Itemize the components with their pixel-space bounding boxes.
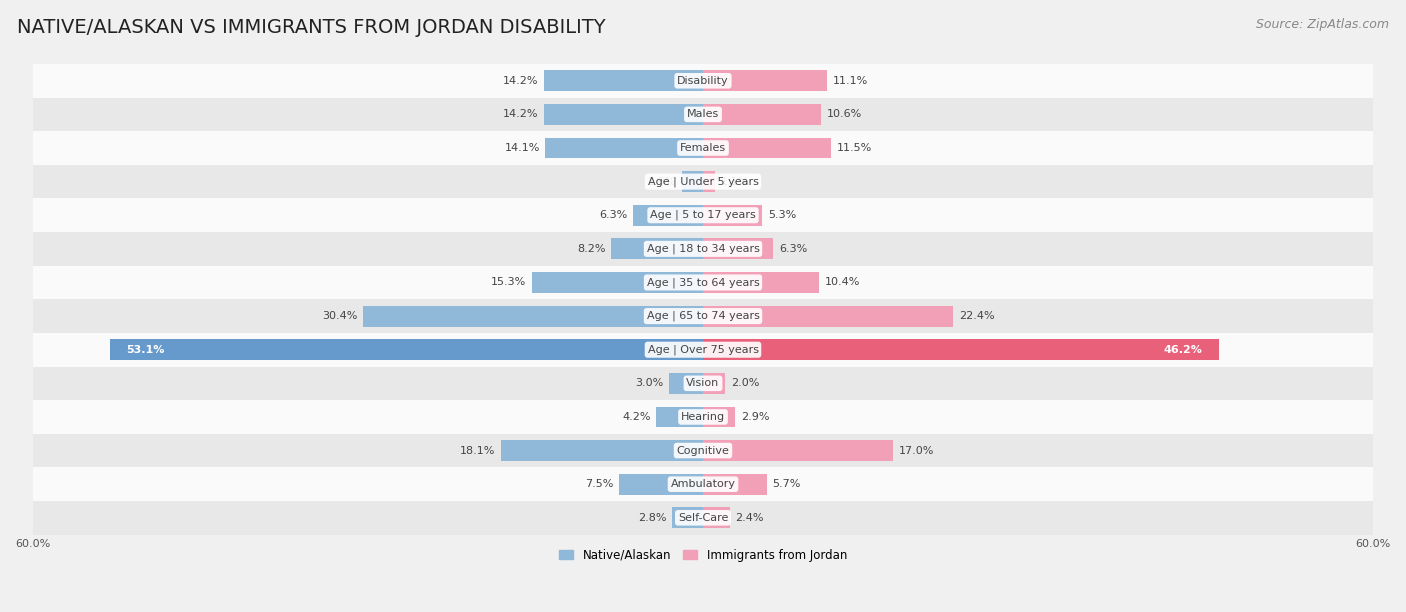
Text: 2.4%: 2.4%	[735, 513, 763, 523]
Bar	[32, 434, 1374, 468]
Text: Age | 65 to 74 years: Age | 65 to 74 years	[647, 311, 759, 321]
Bar	[682, 171, 703, 192]
Text: Age | Over 75 years: Age | Over 75 years	[648, 345, 758, 355]
Bar	[32, 299, 1374, 333]
Text: 14.2%: 14.2%	[503, 76, 538, 86]
Bar	[672, 507, 703, 528]
Bar	[32, 198, 1374, 232]
Text: 53.1%: 53.1%	[127, 345, 165, 355]
Text: 46.2%: 46.2%	[1164, 345, 1202, 355]
Bar	[32, 165, 1374, 198]
Text: Age | Under 5 years: Age | Under 5 years	[648, 176, 758, 187]
Text: 5.7%: 5.7%	[772, 479, 800, 489]
Bar	[703, 70, 827, 91]
Bar	[633, 205, 703, 226]
Bar	[32, 232, 1374, 266]
Text: Source: ZipAtlas.com: Source: ZipAtlas.com	[1256, 18, 1389, 31]
Bar	[544, 70, 703, 91]
Bar	[612, 239, 703, 259]
Bar	[363, 305, 703, 327]
Text: Ambulatory: Ambulatory	[671, 479, 735, 489]
Text: 6.3%: 6.3%	[599, 211, 627, 220]
Text: Cognitive: Cognitive	[676, 446, 730, 455]
Bar	[703, 305, 953, 327]
Bar	[657, 406, 703, 427]
Text: NATIVE/ALASKAN VS IMMIGRANTS FROM JORDAN DISABILITY: NATIVE/ALASKAN VS IMMIGRANTS FROM JORDAN…	[17, 18, 606, 37]
Legend: Native/Alaskan, Immigrants from Jordan: Native/Alaskan, Immigrants from Jordan	[554, 544, 852, 566]
Bar	[110, 339, 703, 360]
Bar	[501, 440, 703, 461]
Bar	[32, 131, 1374, 165]
Text: 11.5%: 11.5%	[837, 143, 872, 153]
Text: 2.9%: 2.9%	[741, 412, 769, 422]
Text: Females: Females	[681, 143, 725, 153]
Text: Age | 35 to 64 years: Age | 35 to 64 years	[647, 277, 759, 288]
Text: 10.4%: 10.4%	[825, 277, 860, 288]
Bar	[619, 474, 703, 494]
Bar	[546, 138, 703, 159]
Bar	[544, 104, 703, 125]
Bar	[703, 104, 821, 125]
Text: 1.1%: 1.1%	[721, 177, 749, 187]
Bar	[32, 64, 1374, 97]
Bar	[669, 373, 703, 394]
Text: Age | 18 to 34 years: Age | 18 to 34 years	[647, 244, 759, 254]
Bar	[703, 507, 730, 528]
Text: 3.0%: 3.0%	[636, 378, 664, 389]
Text: 22.4%: 22.4%	[959, 311, 994, 321]
Bar	[703, 272, 820, 293]
Text: 14.2%: 14.2%	[503, 110, 538, 119]
Text: 30.4%: 30.4%	[322, 311, 357, 321]
Text: 11.1%: 11.1%	[832, 76, 868, 86]
Text: 10.6%: 10.6%	[827, 110, 862, 119]
Bar	[32, 266, 1374, 299]
Text: Age | 5 to 17 years: Age | 5 to 17 years	[650, 210, 756, 220]
Bar	[703, 138, 831, 159]
Text: 2.0%: 2.0%	[731, 378, 759, 389]
Text: 8.2%: 8.2%	[578, 244, 606, 254]
Text: Hearing: Hearing	[681, 412, 725, 422]
Bar	[32, 400, 1374, 434]
Text: 14.1%: 14.1%	[505, 143, 540, 153]
Bar	[703, 440, 893, 461]
Text: Disability: Disability	[678, 76, 728, 86]
Text: 7.5%: 7.5%	[585, 479, 613, 489]
Text: 4.2%: 4.2%	[621, 412, 651, 422]
Text: 18.1%: 18.1%	[460, 446, 495, 455]
Bar	[32, 501, 1374, 535]
Bar	[703, 171, 716, 192]
Bar	[703, 373, 725, 394]
Bar	[32, 468, 1374, 501]
Bar	[703, 406, 735, 427]
Bar	[703, 205, 762, 226]
Text: 5.3%: 5.3%	[768, 211, 796, 220]
Bar	[703, 339, 1219, 360]
Bar	[32, 97, 1374, 131]
Text: 6.3%: 6.3%	[779, 244, 807, 254]
Text: 1.9%: 1.9%	[648, 177, 676, 187]
Text: Males: Males	[688, 110, 718, 119]
Bar	[703, 239, 773, 259]
Bar	[531, 272, 703, 293]
Text: Vision: Vision	[686, 378, 720, 389]
Text: 17.0%: 17.0%	[898, 446, 934, 455]
Bar	[32, 333, 1374, 367]
Text: 2.8%: 2.8%	[638, 513, 666, 523]
Text: Self-Care: Self-Care	[678, 513, 728, 523]
Text: 15.3%: 15.3%	[491, 277, 526, 288]
Bar	[703, 474, 766, 494]
Bar	[32, 367, 1374, 400]
